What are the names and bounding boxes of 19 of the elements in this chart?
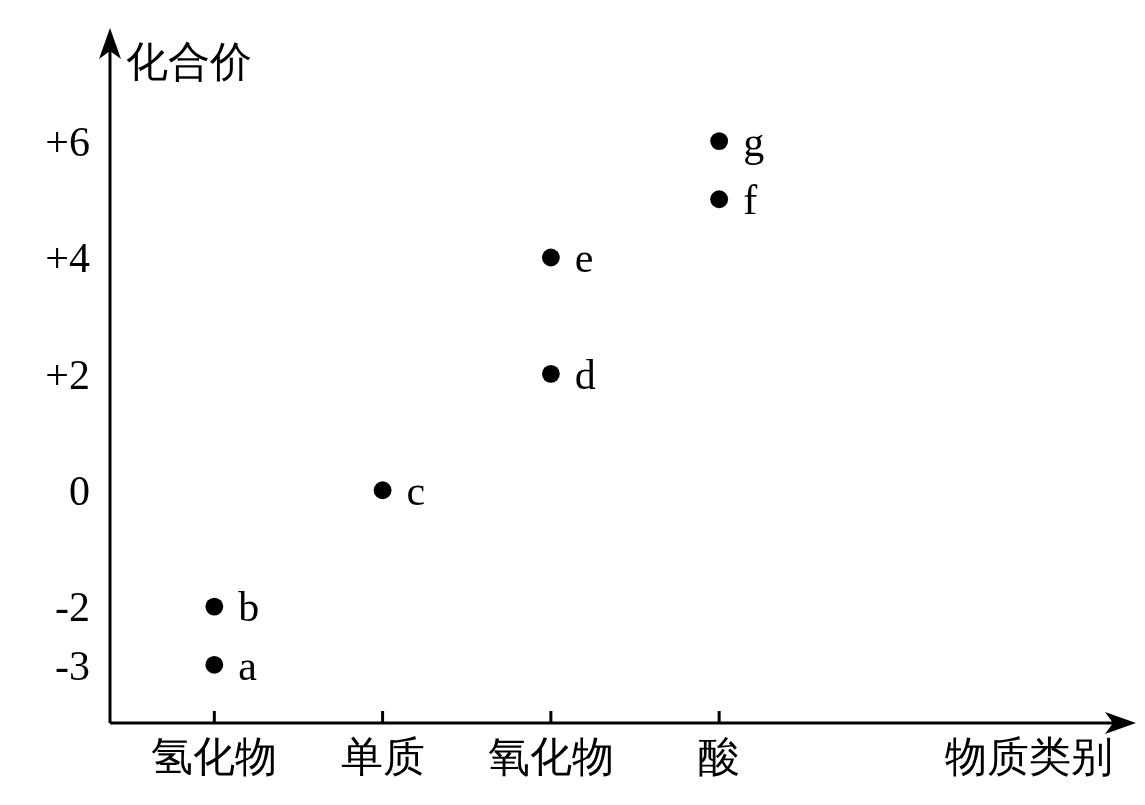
y-tick-label: -2 [55, 584, 90, 631]
x-tick-label: 单质 [340, 734, 425, 780]
annotation: b [238, 584, 260, 631]
annotation: a [238, 642, 258, 689]
x-axis-title: 物质类别 [945, 734, 1113, 780]
x-tick-label: 酸 [698, 734, 741, 780]
x-tick-label: 氢化物 [151, 734, 278, 780]
y-tick-label: +4 [45, 235, 90, 282]
x-tick-label: 氧化物 [487, 734, 614, 780]
annotation: f [743, 176, 758, 223]
annotation: g [743, 118, 765, 165]
y-tick-label: 0 [69, 467, 90, 514]
annotation: e [574, 235, 594, 282]
y-tick-label: +6 [45, 118, 90, 165]
annotation: c [406, 467, 426, 514]
y-tick-label: -3 [55, 642, 90, 689]
annotation: d [574, 351, 596, 398]
y-axis-title: 化合价 [126, 39, 252, 85]
y-tick-label: +2 [45, 351, 90, 398]
